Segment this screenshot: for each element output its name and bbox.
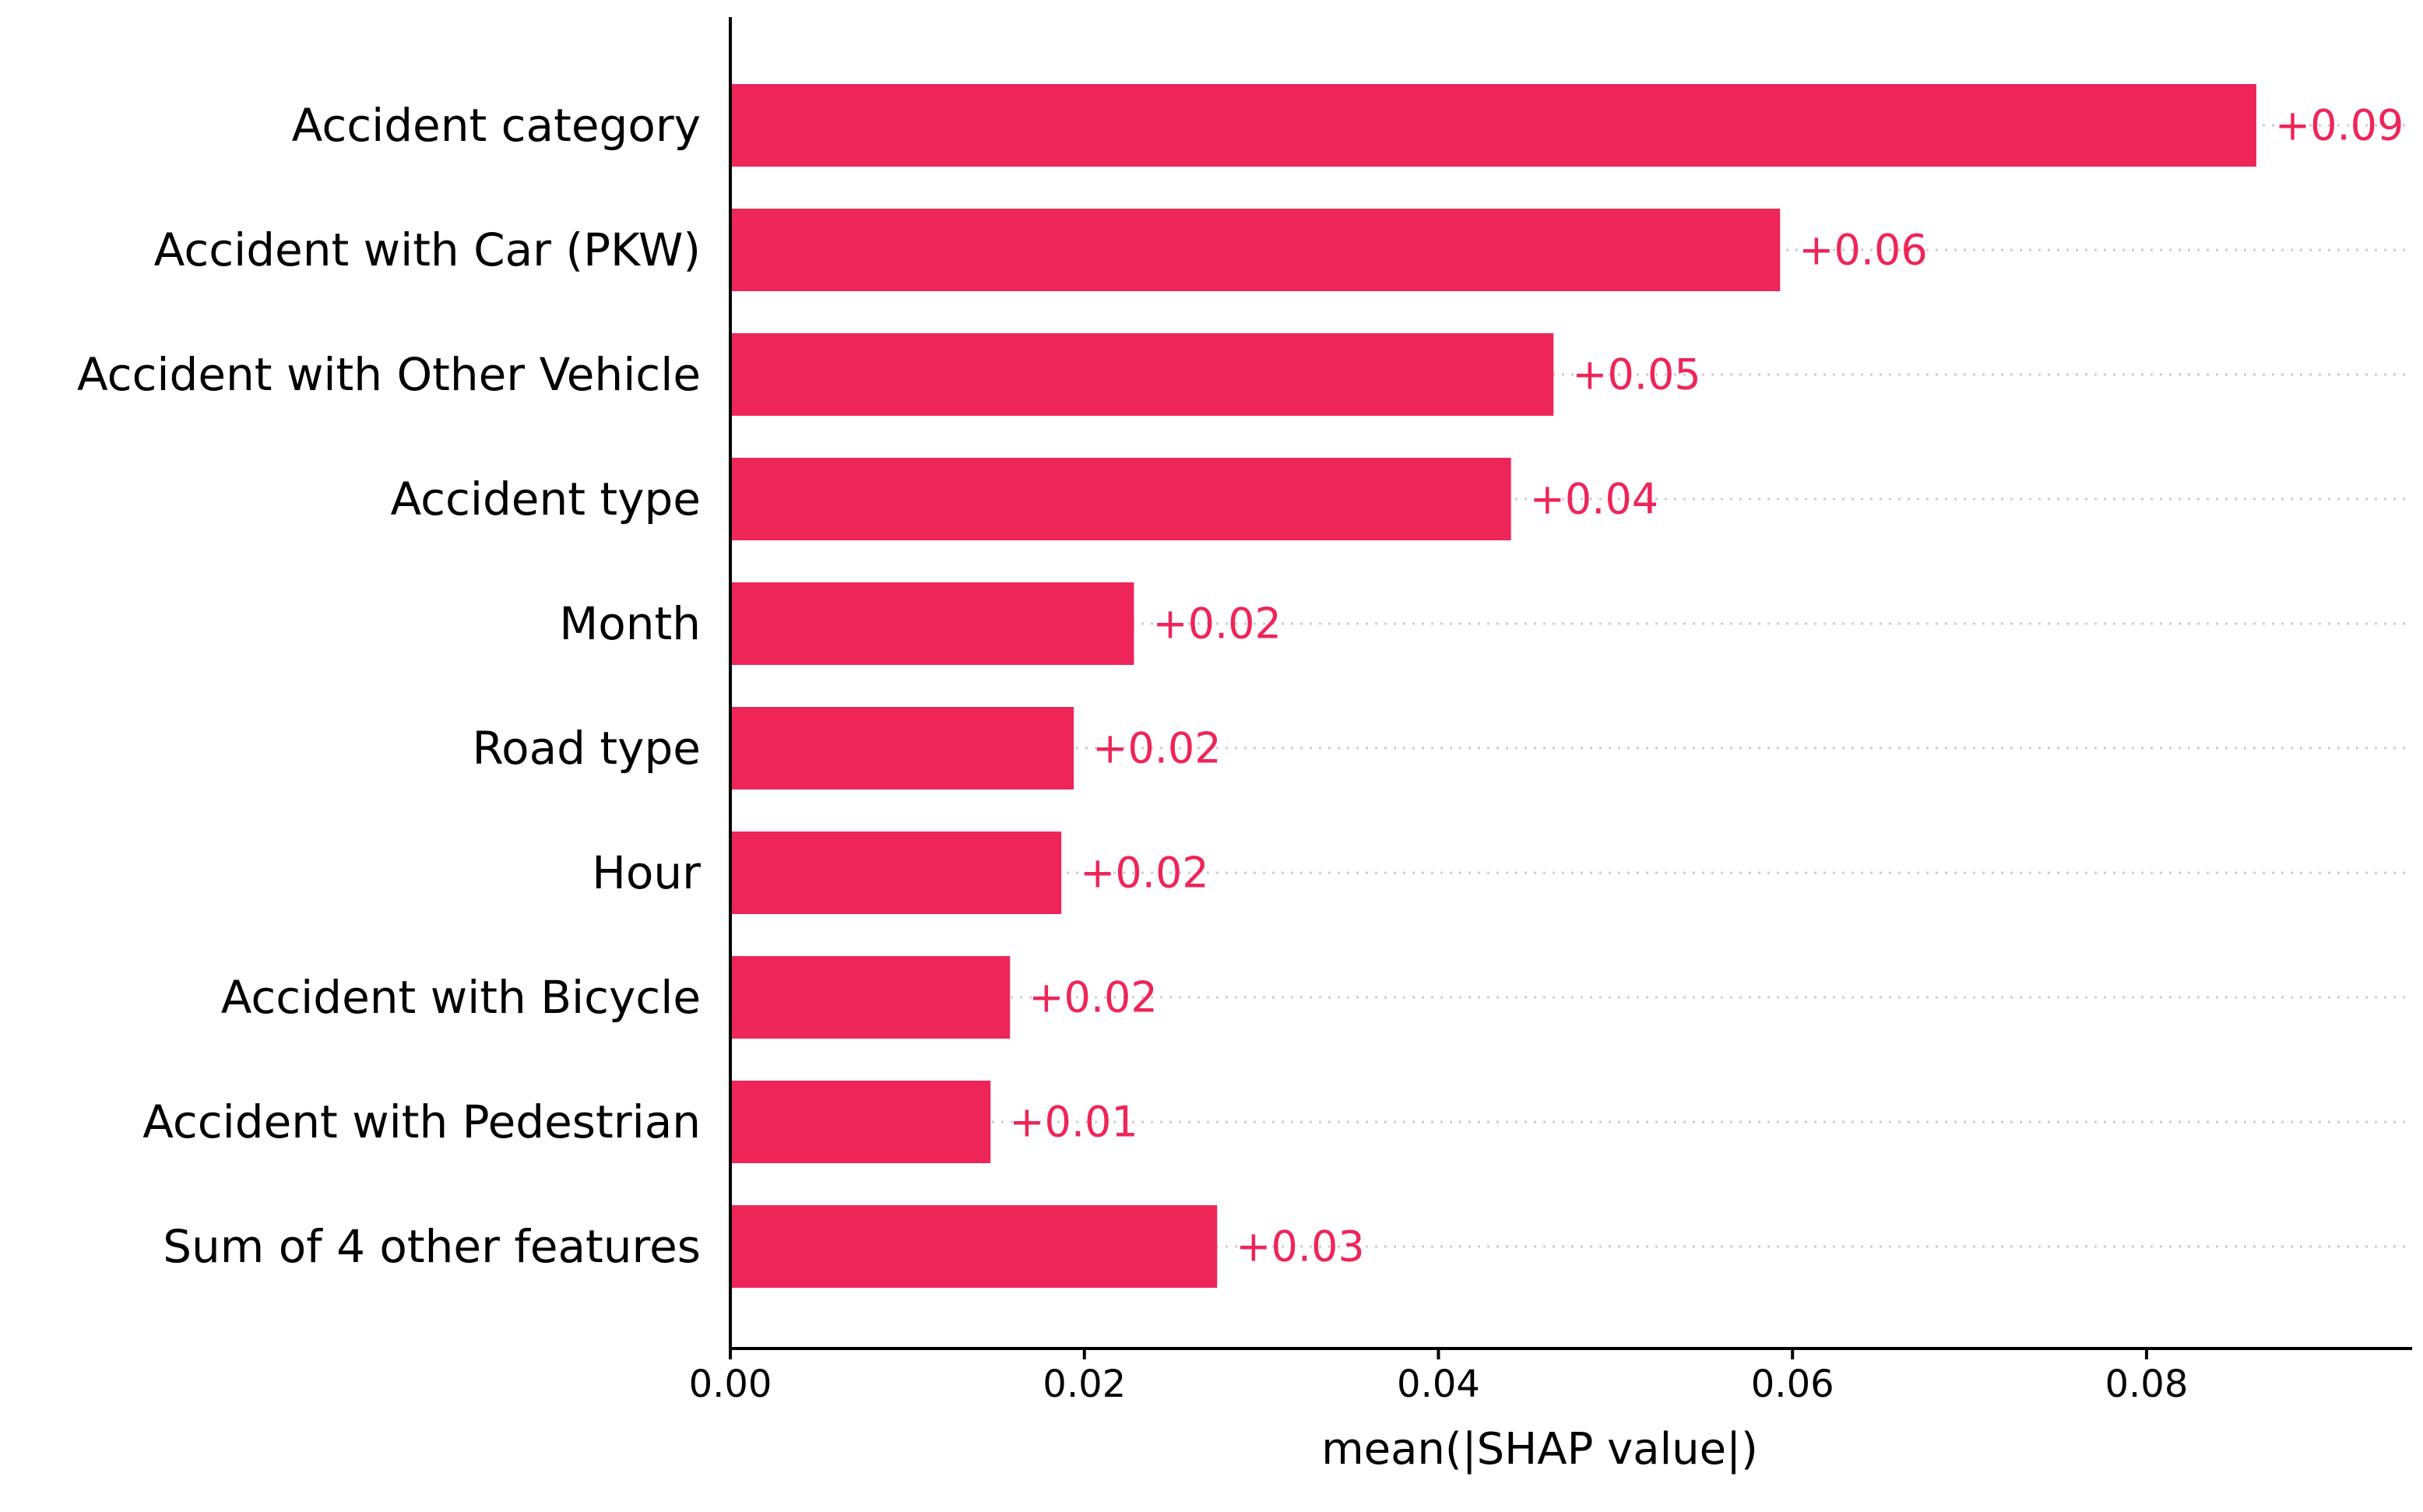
bar bbox=[730, 458, 1511, 540]
bar bbox=[730, 707, 1074, 789]
x-tick-label: 0.04 bbox=[1397, 1363, 1480, 1406]
value-labels: +0.09 +0.06 +0.05 +0.04 +0.02 +0.02 +0.02 +0.02… bbox=[1009, 101, 2404, 1271]
category-label: Road type bbox=[472, 722, 701, 775]
value-label: +0.02 bbox=[1080, 849, 1208, 898]
category-label: Accident with Car (PKW) bbox=[154, 223, 701, 276]
gridlines bbox=[730, 124, 2412, 1248]
bar bbox=[730, 832, 1062, 914]
x-tick-label: 0.06 bbox=[1751, 1363, 1834, 1406]
bar bbox=[730, 209, 1781, 291]
bar bbox=[730, 956, 1011, 1039]
x-tick-label: 0.02 bbox=[1043, 1363, 1126, 1406]
category-label: Accident with Bicycle bbox=[221, 971, 701, 1024]
category-label: Sum of 4 other features bbox=[163, 1220, 701, 1273]
value-label: +0.04 bbox=[1530, 475, 1658, 524]
category-labels: Accident category Accident with Car (PKW)… bbox=[77, 99, 701, 1273]
x-axis-ticks: 0.00 0.02 0.04 0.06 0.08 bbox=[689, 1348, 2189, 1406]
category-label: Month bbox=[559, 597, 701, 650]
x-axis-title: mean(|SHAP value|) bbox=[1321, 1424, 1758, 1475]
bar bbox=[730, 333, 1554, 416]
bar bbox=[730, 84, 2256, 167]
value-label: +0.03 bbox=[1236, 1222, 1364, 1271]
category-label: Hour bbox=[592, 846, 701, 899]
value-label: +0.02 bbox=[1152, 600, 1281, 649]
value-label: +0.02 bbox=[1029, 973, 1157, 1022]
value-label: +0.09 bbox=[2275, 101, 2404, 150]
x-tick-label: 0.08 bbox=[2105, 1363, 2189, 1406]
value-label: +0.02 bbox=[1092, 724, 1221, 773]
value-label: +0.06 bbox=[1799, 226, 1927, 275]
bars bbox=[730, 84, 2256, 1288]
category-label: Accident category bbox=[292, 99, 701, 152]
bar bbox=[730, 1081, 991, 1163]
bar bbox=[730, 1205, 1218, 1288]
bar bbox=[730, 582, 1134, 665]
category-label: Accident with Other Vehicle bbox=[77, 348, 701, 401]
value-label: +0.01 bbox=[1009, 1098, 1138, 1147]
category-label: Accident type bbox=[390, 473, 701, 526]
category-label: Accident with Pedestrian bbox=[142, 1095, 701, 1148]
value-label: +0.05 bbox=[1572, 350, 1700, 399]
x-tick-label: 0.00 bbox=[689, 1363, 772, 1406]
